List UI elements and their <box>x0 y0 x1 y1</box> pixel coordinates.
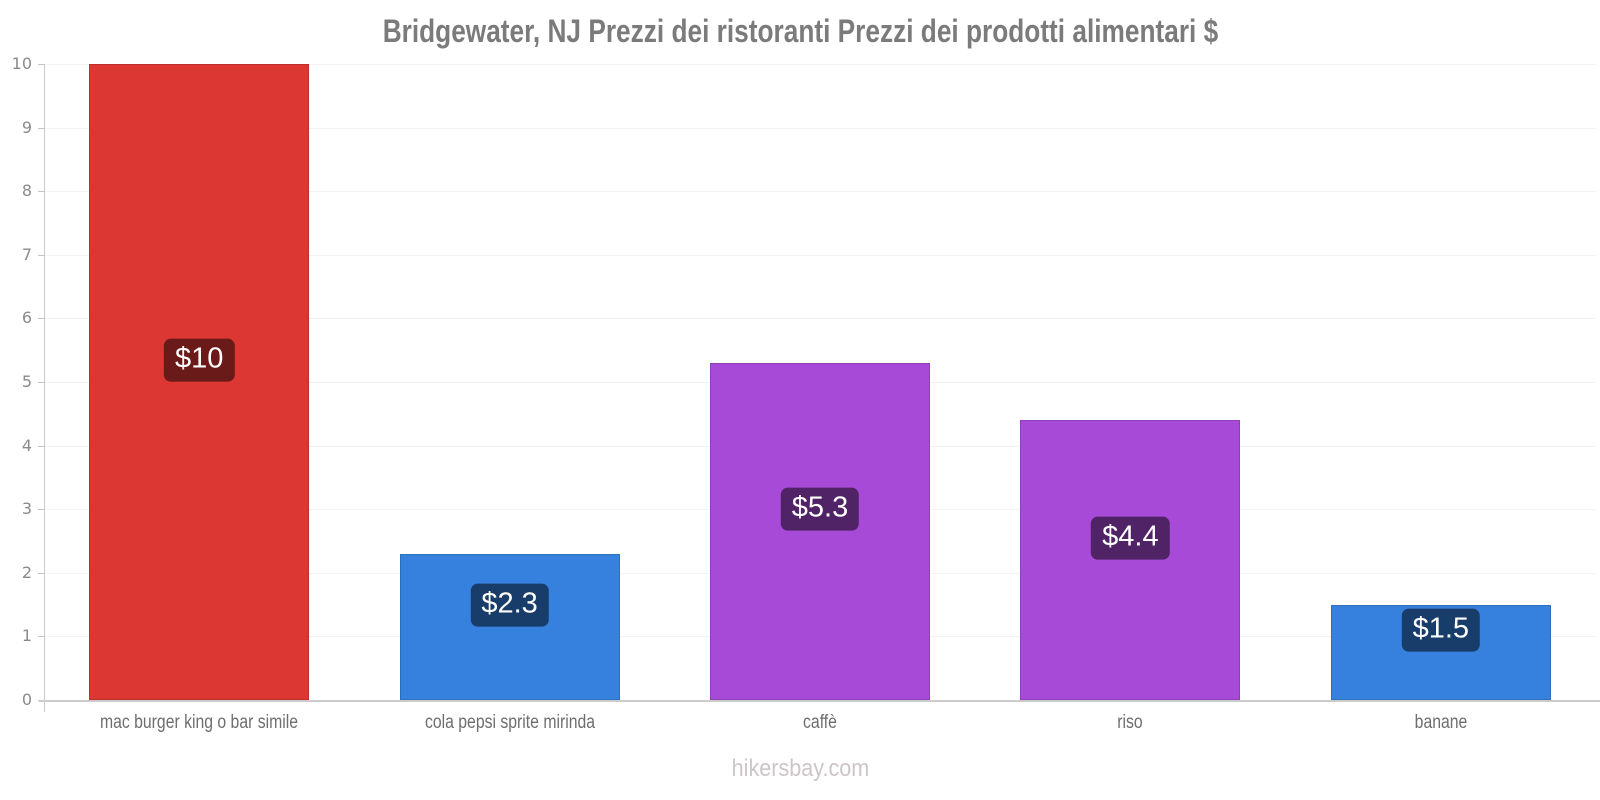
bar-value-label-1: $10 <box>163 338 235 382</box>
y-axis-tick <box>38 445 44 447</box>
x-axis-label-3: caffè <box>800 712 841 734</box>
bar-1 <box>89 64 310 700</box>
bar-value-label-5: $1.5 <box>1401 608 1481 652</box>
y-axis-tick <box>38 382 44 383</box>
y-axis-tick-label: 7 <box>21 244 32 264</box>
y-axis-line <box>44 64 45 712</box>
x-axis-label-text: cola pepsi sprite mirinda <box>424 712 595 733</box>
y-axis-tick-label: 5 <box>21 372 32 391</box>
y-axis-tick-label: 10 <box>11 54 32 73</box>
bar-3 <box>710 362 930 700</box>
bar-value-label-2: $2.3 <box>470 583 549 627</box>
plot-area: 0 1 2 3 4 5 6 7 8 9 10 $10 mac burger king o bar sim… <box>12 56 1600 733</box>
bar-4 <box>1020 420 1241 700</box>
y-axis-tick <box>38 254 44 256</box>
y-axis-tick <box>38 572 44 574</box>
y-axis-tick-label: 9 <box>21 117 32 137</box>
x-axis-label-text: banane <box>1414 712 1468 733</box>
y-axis-tick <box>38 636 44 638</box>
footer-watermark-text: hikersbay.com <box>731 755 869 782</box>
x-axis-label-1: mac burger king o bar simile <box>80 712 319 734</box>
grid-line <box>44 64 1596 65</box>
y-axis-tick-label: 1 <box>21 626 32 646</box>
x-axis-label-text: mac burger king o bar simile <box>100 712 299 733</box>
footer-watermark: hikersbay.com <box>0 755 1600 783</box>
y-axis-tick-label: 4 <box>21 435 32 455</box>
y-axis-tick <box>38 318 44 320</box>
chart-title: Bridgewater, NJ Prezzi dei ristoranti Pr… <box>0 13 1600 50</box>
y-axis-tick <box>38 509 44 511</box>
y-axis-tick-label: 0 <box>21 690 32 709</box>
x-axis-label-text: caffè <box>803 712 837 733</box>
y-axis-tick-label: 2 <box>21 562 32 582</box>
y-axis-tick <box>38 127 44 129</box>
y-axis-tick-label: 8 <box>21 181 32 201</box>
bar-value-label-3: $5.3 <box>780 487 860 532</box>
grid-line <box>44 191 1596 193</box>
x-axis-label-2: cola pepsi sprite mirinda <box>407 712 612 734</box>
x-axis-label-text: riso <box>1117 712 1144 733</box>
y-axis-tick-label: 3 <box>21 499 32 519</box>
grid-line <box>44 254 1596 256</box>
y-axis-tick <box>38 191 44 193</box>
bar-2 <box>399 553 620 700</box>
x-axis-label-4: riso <box>1115 712 1146 734</box>
bar-value-label-4: $4.4 <box>1091 516 1170 560</box>
grid-line <box>44 318 1596 320</box>
y-axis-tick-label: 6 <box>21 308 32 328</box>
y-axis-tick <box>38 64 44 65</box>
x-axis-line <box>39 700 1600 702</box>
x-axis-label-5: banane <box>1409 712 1472 734</box>
chart-title-text: Bridgewater, NJ Prezzi dei ristoranti Pr… <box>382 13 1218 49</box>
grid-line <box>44 127 1596 129</box>
